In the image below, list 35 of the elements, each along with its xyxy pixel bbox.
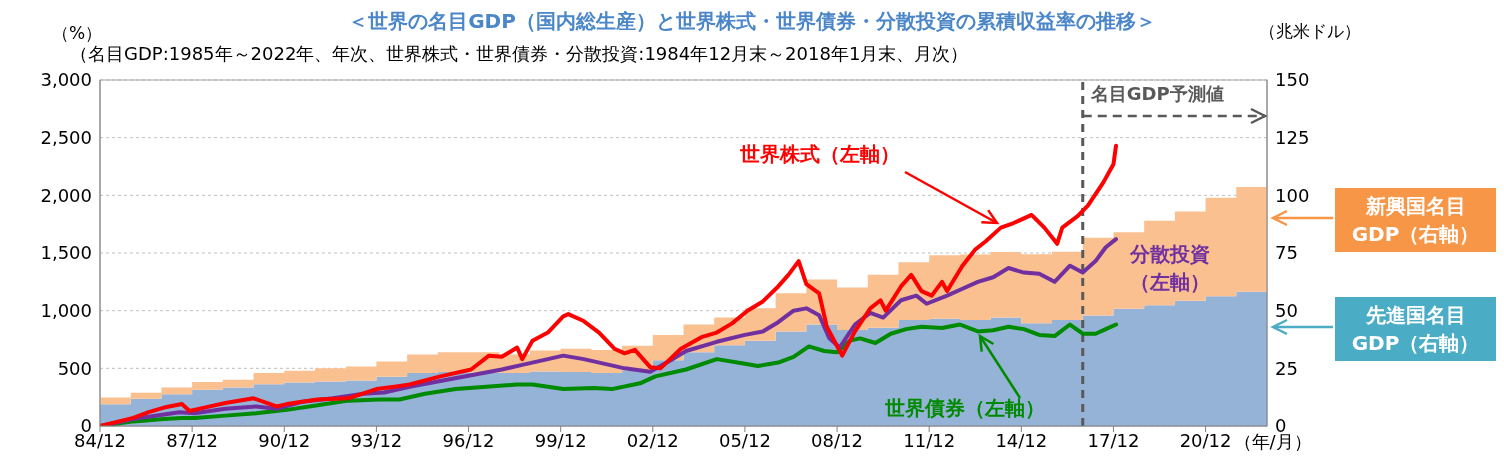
x-tick-label: 99/12 [534, 429, 587, 451]
text: 世界債券（左軸） [884, 395, 1046, 422]
chart-title: ＜世界の名目GDP（国内総生産）と世界株式・世界債券・分散投資の累積収益率の推移＞ [348, 9, 1156, 33]
x-tick-label: 05/12 [718, 429, 771, 451]
text: 先進国名目GDP（右軸） [1350, 302, 1481, 357]
x-tick-label: 93/12 [350, 429, 403, 451]
line-series [100, 143, 1119, 426]
x-tick-label: 02/12 [626, 429, 679, 451]
y-tick-label: 2,500 [40, 127, 92, 149]
ref-line-label: 名目GDP予測値 [1089, 83, 1224, 104]
y2-tick-label: 150 [1275, 69, 1310, 91]
y-tick-label: 1,000 [40, 300, 92, 322]
x-tick-label: 87/12 [166, 429, 219, 451]
y2-tick-label: 25 [1275, 357, 1298, 379]
x-tick-label: 11/12 [903, 429, 956, 451]
y-axis-title: （%） [52, 22, 103, 45]
y2-tick-label: 50 [1275, 300, 1298, 322]
chart-subtitle: （名目GDP:1985年～2022年、年次、世界株式・世界債券・分散投資:1984年12月末～2018年1月末、月次） [70, 42, 969, 66]
y-tick-label: 2,000 [40, 184, 92, 206]
x-tick-label: 20/12 [1179, 429, 1232, 451]
y2-tick-label: 100 [1275, 184, 1310, 206]
x-tick-label: 08/12 [811, 429, 863, 451]
text: 新興国名目GDP（右軸） [1350, 193, 1481, 248]
y2-axis-title: （兆米ドル） [1259, 20, 1361, 43]
y2-tick-label: 75 [1275, 242, 1298, 264]
y2-tick-label: 125 [1275, 127, 1310, 149]
x-tick-label: 90/12 [258, 429, 311, 451]
text: 世界株式（左軸） [739, 141, 901, 168]
x-tick-label: 96/12 [442, 429, 495, 451]
y-tick-label: 500 [57, 357, 92, 379]
x-tick-label: 14/12 [995, 429, 1048, 451]
y-tick-label: 1,500 [40, 242, 92, 264]
series-label: 分散投資（左軸） [1129, 241, 1211, 296]
x-tick-label: 17/12 [1087, 429, 1140, 451]
y-tick-label: 3,000 [40, 69, 92, 91]
